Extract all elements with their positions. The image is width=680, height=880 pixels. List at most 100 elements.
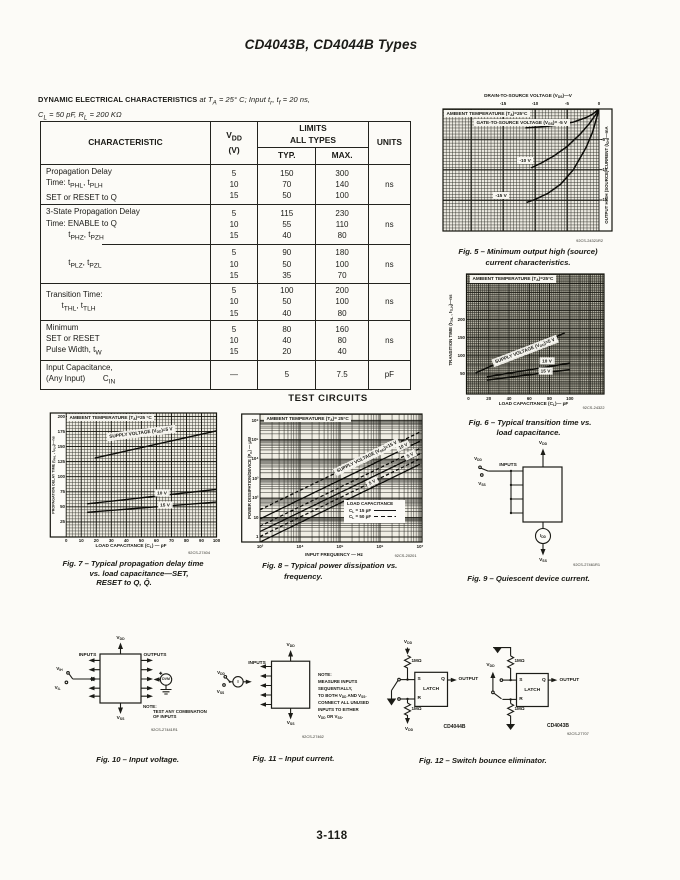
fig8-legend-title: LOAD CAPACITANCE xyxy=(347,501,394,506)
figure-9: VDD INPUTS VDD VSS IDD VSS 92CS-27461R1 Fig. 9 … xyxy=(467,440,670,590)
fig7-series-2 xyxy=(87,501,217,513)
fig8-legend-item: CL = 50 pF xyxy=(349,514,397,520)
fig7-text-8: vs. load capacitance—SET, xyxy=(89,568,189,578)
fig6-text-4: TRANSITION TIME (tTHL , tTLH)—ns xyxy=(448,294,454,366)
fig6-xtick: 100 xyxy=(566,395,574,401)
fig7-series-0 xyxy=(94,430,217,459)
fig7-xtick: 20 xyxy=(93,537,99,543)
cell-units: ns xyxy=(367,244,412,285)
cell-vdd: — xyxy=(209,360,259,391)
fig8-text-0: AMBIENT TEMPERATURE (TA)= 25°C xyxy=(263,414,352,423)
fig5-series-2 xyxy=(526,109,599,204)
fig9-text-3: VSS xyxy=(478,481,486,487)
fig6-ytick: 150 xyxy=(457,334,465,340)
cell-max: 160 80 40 xyxy=(315,319,369,362)
col-header-vdd: VDD (V) xyxy=(209,121,259,165)
fig6-text-6: 92CS-24322 xyxy=(582,404,605,410)
cell-vdd: 5 10 15 xyxy=(209,283,259,321)
fig12-text-7: 1MΩ xyxy=(411,705,422,711)
fig7-text-3: 15 V xyxy=(157,501,173,508)
fig12-text-11: VDD xyxy=(486,662,495,668)
fig5-text-5: OUTPUT HIGH (SOURCE) CURRENT (IOH)—mA xyxy=(603,126,610,224)
fig8-legend-swatch-dash xyxy=(374,516,397,518)
fig6-xtick: 60 xyxy=(526,395,532,401)
fig8-ytick: 10⁵ xyxy=(251,436,259,442)
fig10-text-4: VIL xyxy=(54,684,61,691)
fig8-xtick: 10⁷ xyxy=(416,544,424,549)
fig7-ytick: 175 xyxy=(57,428,65,434)
page-number: 3-118 xyxy=(316,830,348,842)
fig8-ytick: 10⁶ xyxy=(251,417,259,423)
col-header-limits: LIMITS ALL TYPES xyxy=(257,121,369,148)
fig5-text-6: 92CS-24321R2 xyxy=(576,237,603,243)
conditions-line2: CL = 50 pF, RL = 200 KΩ xyxy=(38,109,122,122)
fig5-xtick: -15 xyxy=(499,100,507,106)
cell-max: 200 100 80 xyxy=(315,283,369,321)
fig9-text-5: VSS xyxy=(539,557,547,563)
col-header-characteristic: CHARACTERISTIC xyxy=(40,121,211,165)
fig12-text-6: OUTPUT xyxy=(458,677,479,682)
conditions-detail: at TA = 25° C; Input tr, tf = 20 ns, xyxy=(197,95,311,107)
fig5-text-3: -10 V xyxy=(516,157,534,164)
fig12-text-16: OUTPUT xyxy=(559,677,580,683)
table-row: 3-State Propagation Delay Time: ENABLE t… xyxy=(40,204,412,246)
figure-11: VDD INPUTS VDD VSS I VSS NOTE: MEASURE INPUTS SE… xyxy=(215,630,415,780)
fig7-xtick: 80 xyxy=(183,537,189,543)
fig6-xtick: 0 xyxy=(467,395,470,401)
fig10-text-9: OF INPUTS xyxy=(153,713,177,719)
col-header-max: MAX. xyxy=(315,147,369,165)
fig7-xtick: 100 xyxy=(212,537,221,543)
cell-characteristic: 3-State Propagation Delay Time: ENABLE t… xyxy=(40,204,211,245)
fig5-text-0: DRAIN-TO-SOURCE VOLTAGE (VDS)—V xyxy=(484,93,572,99)
fig5-ytick: -10 xyxy=(601,166,608,172)
fig11-text-11: INPUTS TO EITHER xyxy=(318,706,359,712)
table-subheader-row: TYP. MAX. xyxy=(41,147,411,165)
cell-vdd: 5 10 15 xyxy=(209,204,259,246)
fig5-ytick: -5 xyxy=(601,136,605,142)
fig7-text-2: 10 V xyxy=(154,489,170,496)
fig8-series-2 xyxy=(260,447,421,527)
fig6-ytick: 50 xyxy=(460,371,465,377)
fig7-xtick: 60 xyxy=(153,537,159,543)
fig8-text-8: Fig. 8 – Typical power dissipation vs. xyxy=(262,560,398,570)
characteristics-table: CHARACTERISTIC VDD (V) LIMITS ALL TYPES UNITS… xyxy=(40,121,412,391)
fig6-text-3: 15 V xyxy=(538,367,553,374)
fig5-text-2: GATE-TO-SOURCE VOLTAGE (VGS)= -5 V xyxy=(474,118,570,127)
fig5-text-1: AMBIENT TEMPERATURE (TA)=25°C xyxy=(444,109,530,118)
fig7-text-4: PROPAGATION DELAY TIME (tPHL , tPLH)—ns xyxy=(51,436,57,514)
figure-8: 10³ 10⁴ 10⁵ 10⁶ 10⁷ 1 10 10² 10³ 10⁴ 10⁵ 10⁶ LOAD CA… xyxy=(238,405,438,600)
fig8-ytick: 10 xyxy=(253,514,259,520)
fig11-text-7: MEASURE INPUTS xyxy=(318,678,358,684)
cell-typ: 5 xyxy=(257,360,317,391)
fig12-text-19: 92CS-27707 xyxy=(567,731,589,736)
fig5-xtick: -5 xyxy=(565,100,569,106)
fig5-xtick: -10 xyxy=(531,100,539,106)
fig7-text-0: AMBIENT TEMPERATURE (TA)=25 °C xyxy=(66,413,155,422)
fig8-ytick: 10² xyxy=(252,495,259,501)
fig8-xtick: 10⁵ xyxy=(336,544,344,549)
fig12-text-5: LATCH xyxy=(423,686,440,692)
fig5-plot xyxy=(442,108,613,232)
fig9-text-7: Fig. 9 – Quiescent device current. xyxy=(467,573,590,583)
fig10-text-8: TEST ANY COMBINATION xyxy=(153,708,207,714)
fig8-xtick: 10⁶ xyxy=(376,544,384,549)
fig12-text-3: R xyxy=(417,696,421,701)
fig8-text-5: POWER DISSIPATION/DEVICE (PD) — μW xyxy=(246,437,253,519)
fig7-xtick: 90 xyxy=(199,537,204,543)
fig9-text-1: INPUTS xyxy=(499,463,517,468)
cell-vdd: 5 10 15 xyxy=(209,163,259,206)
fig10-text-6: VSS xyxy=(116,715,125,721)
cell-characteristic: Minimum SET or RESET Pulse Width, tW xyxy=(40,319,211,362)
cell-characteristic: Transition Time: tTHL, tTLH xyxy=(40,283,211,321)
page-title: CD4043B, CD4044B Types xyxy=(244,37,418,52)
cell-units: ns xyxy=(367,319,412,362)
fig7-ytick: 50 xyxy=(60,504,65,510)
table-row: Input Capacitance, (Any Input) CIN —5 7.5 p… xyxy=(40,360,412,391)
fig7-text-7: Fig. 7 – Typical propagation delay time xyxy=(62,559,204,568)
fig8-legend-item: CL = 15 pF xyxy=(349,508,397,513)
fig6-ytick: 200 xyxy=(457,316,465,322)
fig8-series-3 xyxy=(260,453,421,533)
fig9-text-4: IDD xyxy=(540,533,546,539)
fig8-text-6: INPUT FREQUENCY — Hz xyxy=(305,551,363,557)
table-header-row: CHARACTERISTIC VDD (V) LIMITS ALL TYPES UNITS xyxy=(40,121,412,165)
